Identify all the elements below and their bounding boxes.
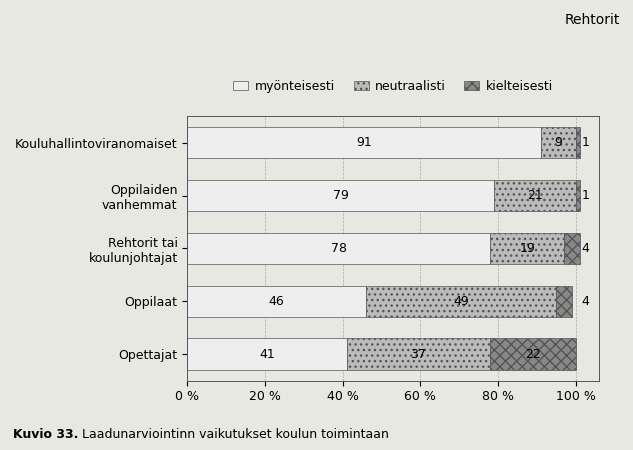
Text: 19: 19 [519,242,535,255]
Text: 22: 22 [525,348,541,361]
Bar [564,233,580,264]
Bar [187,338,347,370]
Bar [187,285,366,317]
Text: 21: 21 [527,189,543,202]
Text: 91: 91 [356,136,372,149]
Bar [366,285,556,317]
Text: Laadunarviointinn vaikutukset koulun toimintaan: Laadunarviointinn vaikutukset koulun toi… [70,428,389,441]
Bar [491,338,575,370]
Bar [187,233,491,264]
Bar [494,180,575,212]
Text: 4: 4 [582,295,589,308]
Text: Rehtorit: Rehtorit [565,14,620,27]
Bar [556,285,572,317]
Bar [575,180,580,212]
Text: 41: 41 [259,348,275,361]
Text: 78: 78 [331,242,347,255]
Text: 4: 4 [582,242,589,255]
Text: 46: 46 [269,295,285,308]
Text: Kuvio 33.: Kuvio 33. [13,428,78,441]
Text: 49: 49 [453,295,469,308]
Bar [187,127,541,158]
Text: 1: 1 [582,189,589,202]
Bar [541,127,575,158]
Bar [491,233,564,264]
Text: 79: 79 [333,189,349,202]
Bar [187,180,494,212]
Text: 1: 1 [582,136,589,149]
Legend: myönteisesti, neutraalisti, kielteisesti: myönteisesti, neutraalisti, kielteisesti [229,75,558,98]
Text: 9: 9 [555,136,562,149]
Bar [347,338,491,370]
Text: 37: 37 [410,348,427,361]
Bar [575,127,580,158]
